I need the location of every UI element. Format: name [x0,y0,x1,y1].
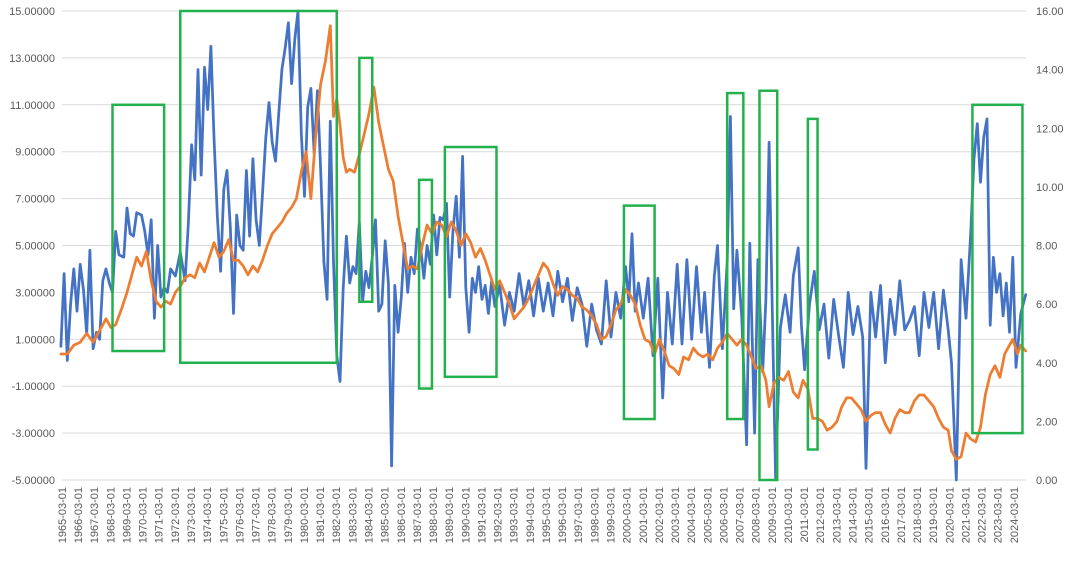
right-y-tick-label: 2.00 [1036,416,1057,428]
x-tick-label: 2020-03-01 [944,487,956,543]
x-tick-label: 2019-03-01 [928,487,940,543]
annotation-boxes [111,9,1024,482]
annotation-box [725,91,745,421]
annotation-box [758,89,779,482]
annotation-box [443,145,498,379]
x-tick-label: 2002-03-01 [654,487,666,543]
annotation-box [358,56,374,304]
orange-series-line [59,24,1028,461]
x-tick-label: 1970-03-01 [138,487,150,543]
series-lines [59,9,1028,482]
x-tick-label: 1978-03-01 [267,487,279,543]
x-tick-label: 1974-03-01 [202,487,214,543]
left-y-tick-label: 1.00000 [15,334,55,346]
x-tick-label: 2022-03-01 [977,487,989,543]
x-tick-label: 1988-03-01 [428,487,440,543]
x-tick-label: 1990-03-01 [460,487,472,543]
x-tick-label: 2009-03-01 [767,487,779,543]
x-tick-label: 1995-03-01 [541,487,553,543]
x-tick-label: 1994-03-01 [525,487,537,543]
x-tick-label: 2021-03-01 [960,487,972,543]
annotation-box [806,117,819,451]
annotation-box [179,9,339,364]
right-y-tick-label: 10.00 [1036,182,1064,194]
left-y-tick-label: 13.00000 [9,53,55,65]
x-axis: 1965-03-01 1966-03-01 1967-03-01 1968-03-01… [57,479,1026,543]
x-tick-label: 2016-03-01 [880,487,892,543]
x-tick-label: 1992-03-01 [493,487,505,543]
x-tick-label: 1973-03-01 [186,487,198,543]
x-tick-label: 1979-03-01 [283,487,295,543]
x-tick-label: 2001-03-01 [638,487,650,543]
x-tick-label: 1980-03-01 [299,487,311,543]
annotation-box [111,103,166,353]
right-y-tick-label: 4.00 [1036,358,1057,370]
left-y-tick-label: 7.00000 [15,194,55,206]
x-tick-label: 2004-03-01 [686,487,698,543]
annotation-box [417,178,434,390]
left-y-tick-label: 3.00000 [15,287,55,299]
x-tick-label: 2018-03-01 [912,487,924,543]
x-tick-label: 1966-03-01 [73,487,85,543]
right-y-tick-label: 16.00 [1036,6,1064,18]
x-tick-label: 1987-03-01 [412,487,424,543]
x-tick-label: 1993-03-01 [509,487,521,543]
x-tick-label: 1999-03-01 [605,487,617,543]
x-tick-label: 1986-03-01 [396,487,408,543]
x-tick-label: 1968-03-01 [105,487,117,543]
left-y-tick-label: -1.00000 [12,381,55,393]
x-tick-label: 1967-03-01 [89,487,101,543]
x-tick-label: 2000-03-01 [622,487,634,543]
x-tick-label: 2008-03-01 [751,487,763,543]
x-tick-label: 2024-03-01 [1009,487,1021,543]
left-y-axis: -5.00000 -3.00000 -1.00000 1.00000 3.00000 5.… [9,6,55,487]
x-tick-label: 1965-03-01 [57,487,69,543]
left-y-tick-label: 5.00000 [15,241,55,253]
annotation-box [971,103,1024,435]
x-tick-label: 1983-03-01 [347,487,359,543]
right-y-tick-label: 8.00 [1036,241,1057,253]
x-tick-label: 1981-03-01 [315,487,327,543]
right-y-tick-label: 6.00 [1036,299,1057,311]
x-tick-label: 2023-03-01 [993,487,1005,543]
x-tick-label: 1991-03-01 [476,487,488,543]
x-tick-label: 2010-03-01 [783,487,795,543]
x-tick-label: 2011-03-01 [799,487,811,542]
x-tick-label: 1996-03-01 [557,487,569,543]
x-tick-label: 2017-03-01 [896,487,908,543]
left-y-tick-label: 11.00000 [10,100,55,112]
x-tick-label: 1969-03-01 [121,487,133,543]
left-y-tick-label: 15.00000 [9,6,55,18]
x-tick-label: 1998-03-01 [589,487,601,543]
x-tick-label: 1971-03-01 [154,487,166,543]
left-y-tick-label: -3.00000 [12,428,55,440]
right-y-tick-label: 0.00 [1036,475,1057,487]
x-tick-label: 2003-03-01 [670,487,682,543]
right-y-axis: 0.00 2.00 4.00 6.00 8.00 10.00 12.00 14.00 16.00 [1036,6,1064,487]
x-tick-label: 2007-03-01 [735,487,747,543]
right-y-tick-label: 12.00 [1036,123,1064,135]
x-tick-label: 2005-03-01 [702,487,714,543]
x-tick-label: 1972-03-01 [170,487,182,543]
x-tick-label: 2015-03-01 [864,487,876,543]
annotation-box [622,204,656,421]
x-tick-label: 1982-03-01 [331,487,343,543]
x-tick-label: 1985-03-01 [380,487,392,543]
x-tick-label: 1984-03-01 [363,487,375,543]
right-y-tick-label: 14.00 [1036,65,1064,77]
left-y-tick-label: -5.00000 [12,475,55,487]
x-tick-label: 2012-03-01 [815,487,827,543]
x-tick-label: 1976-03-01 [234,487,246,543]
x-tick-label: 2006-03-01 [718,487,730,543]
x-tick-label: 1975-03-01 [218,487,230,543]
left-y-tick-label: 9.00000 [15,147,55,159]
x-tick-label: 2014-03-01 [848,487,860,543]
x-tick-label: 1989-03-01 [444,487,456,543]
x-tick-label: 1997-03-01 [573,487,585,543]
x-tick-label: 2013-03-01 [831,487,843,543]
x-tick-label: 1977-03-01 [251,487,263,543]
blue-series-line [59,9,1028,482]
